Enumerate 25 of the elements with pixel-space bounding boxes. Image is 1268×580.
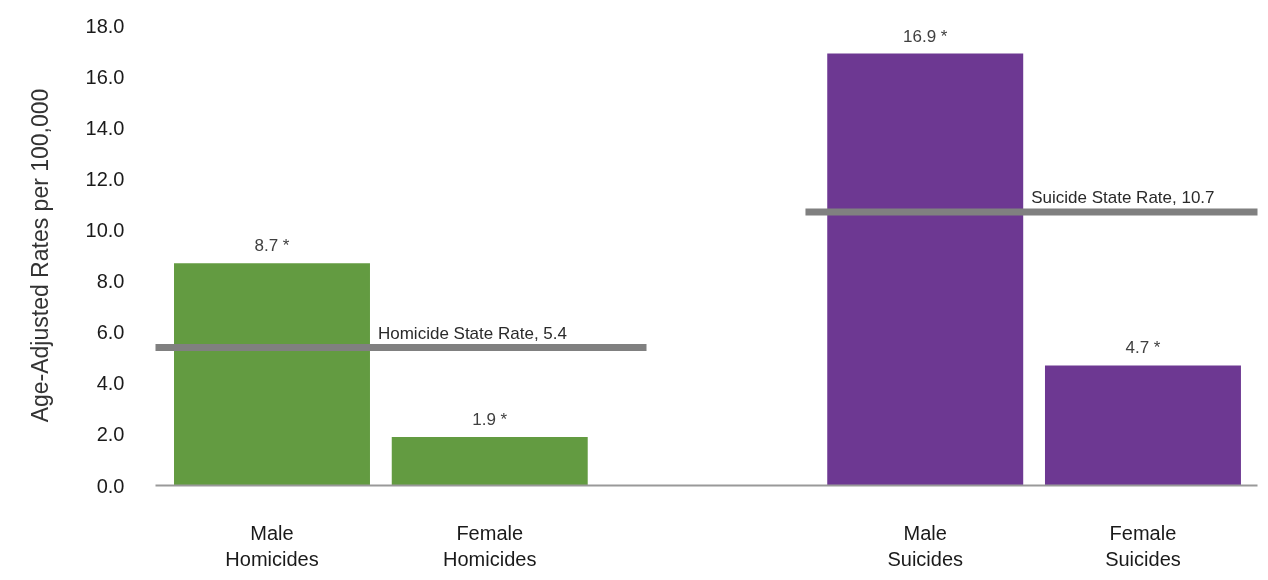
y-tick-label: 18.0 — [85, 14, 125, 37]
y-tick-label: 12.0 — [85, 167, 125, 190]
y-tick-label: 6.0 — [96, 321, 125, 344]
x-tick-label: Female Homicides — [443, 521, 537, 570]
x-tick-label: Male Homicides — [225, 521, 319, 570]
y-tick-label: 2.0 — [96, 423, 125, 446]
y-tick-label: 8.0 — [96, 270, 125, 293]
y-tick-label: 14.0 — [85, 116, 125, 139]
y-tick-label: 0.0 — [96, 474, 125, 497]
y-tick-label: 4.0 — [96, 372, 125, 395]
ref-line-label: Homicide State Rate, 5.4 — [377, 323, 567, 343]
data-label: 4.7 * — [1125, 338, 1161, 358]
bar — [1044, 365, 1241, 486]
y-tick-label: 16.0 — [85, 65, 125, 88]
bar — [391, 436, 588, 486]
data-label: 16.9 * — [903, 26, 948, 46]
ref-line-label: Suicide State Rate, 10.7 — [1031, 188, 1215, 208]
data-label: 1.9 * — [472, 409, 508, 429]
x-tick-label: Female Suicides — [1105, 521, 1181, 570]
data-label: 8.7 * — [254, 236, 290, 256]
y-axis-title: Age-Adjusted Rates per 100,000 — [26, 88, 53, 423]
bar — [827, 53, 1024, 486]
x-tick-label: Male Suicides — [887, 521, 964, 570]
y-tick-label: 10.0 — [85, 218, 125, 241]
bar — [174, 263, 370, 486]
